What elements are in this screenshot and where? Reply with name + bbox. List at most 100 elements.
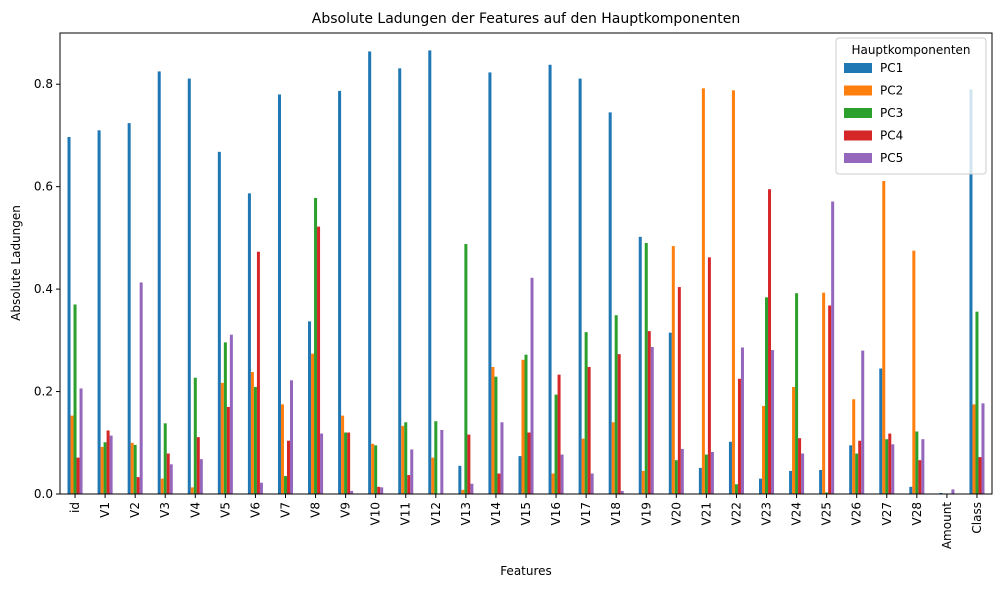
bar-pc3-v21 — [704, 454, 708, 494]
bar-pc3-v27 — [885, 439, 889, 494]
x-tick-label: id — [68, 502, 82, 513]
bar-pc5-v21 — [710, 452, 714, 494]
bar-pc2-v8 — [311, 353, 315, 494]
bar-pc3-v22 — [734, 484, 738, 494]
bar-pc4-v9 — [347, 432, 351, 494]
bar-pc2-v2 — [130, 442, 134, 494]
bar-pc2-v17 — [581, 438, 585, 494]
bar-pc4-v15 — [527, 432, 531, 494]
bar-pc2-class — [972, 404, 976, 494]
bar-pc4-v25 — [828, 305, 832, 494]
bar-pc2-v7 — [280, 404, 284, 494]
bar-pc4-v13 — [467, 434, 471, 494]
bar-pc5-v17 — [590, 473, 594, 494]
bar-pc2-id — [70, 415, 74, 494]
bar-pc2-v26 — [852, 399, 856, 494]
bar-pc2-v18 — [611, 422, 615, 494]
x-tick-label: V11 — [399, 502, 413, 525]
y-tick-label: 0.0 — [34, 487, 53, 501]
bar-pc4-v1 — [106, 430, 110, 494]
legend-label-pc2: PC2 — [880, 84, 903, 98]
bar-pc5-v26 — [861, 350, 865, 494]
bar-pc1-v25 — [819, 469, 823, 494]
x-tick-label: V19 — [639, 502, 653, 525]
bar-pc3-v17 — [584, 332, 588, 494]
bar-pc4-v14 — [497, 473, 501, 494]
legend-title: Hauptkomponenten — [851, 43, 970, 57]
bar-pc1-v12 — [428, 50, 432, 495]
bar-pc4-v22 — [737, 378, 741, 494]
bar-pc1-v1 — [97, 130, 101, 494]
bar-pc2-v23 — [762, 405, 766, 494]
x-tick-label: V7 — [278, 502, 292, 518]
bar-pc4-v28 — [918, 460, 922, 494]
legend-swatch-pc4 — [844, 130, 872, 141]
bar-pc5-v11 — [410, 449, 414, 494]
bar-pc5-v28 — [921, 439, 925, 494]
bar-pc1-amount — [939, 492, 943, 494]
bar-pc5-v9 — [350, 490, 354, 494]
bar-pc4-v7 — [286, 440, 290, 494]
x-tick-label: V5 — [218, 502, 232, 518]
x-tick-label: V26 — [850, 502, 864, 525]
bar-pc4-v24 — [798, 438, 802, 494]
x-tick-label: V21 — [699, 502, 713, 525]
bar-pc5-v8 — [320, 433, 324, 494]
bar-pc1-v14 — [488, 72, 492, 494]
legend-label-pc1: PC1 — [880, 61, 903, 75]
y-axis-label: Absolute Ladungen — [9, 205, 23, 321]
bar-pc3-v4 — [193, 377, 197, 494]
bar-pc5-v5 — [229, 334, 233, 494]
bar-pc5-v22 — [740, 347, 744, 494]
bar-pc2-v16 — [551, 473, 555, 494]
bar-pc5-v25 — [831, 201, 835, 494]
bar-pc1-v3 — [157, 71, 161, 495]
bar-pc4-v19 — [647, 331, 651, 494]
bar-pc4-v20 — [677, 287, 681, 494]
x-tick-label: V10 — [369, 502, 383, 525]
bar-pc1-v19 — [638, 236, 642, 495]
bar-pc4-id — [76, 457, 80, 494]
bar-pc2-v28 — [912, 250, 916, 494]
bar-pc1-v10 — [368, 51, 372, 494]
bar-pc1-v15 — [518, 456, 522, 494]
bar-pc4-v6 — [256, 251, 260, 494]
bar-pc5-v3 — [169, 464, 173, 494]
legend-swatch-pc5 — [844, 153, 872, 163]
bar-pc3-id — [73, 304, 77, 494]
bar-pc1-v9 — [338, 90, 342, 494]
bar-pc5-v12 — [440, 429, 444, 494]
bar-pc5-v7 — [289, 380, 293, 494]
bar-pc4-v3 — [166, 453, 170, 494]
bar-pc1-v2 — [127, 123, 131, 495]
bar-pc4-v18 — [617, 354, 621, 494]
bar-pc2-v20 — [671, 246, 675, 494]
bar-pc4-v10 — [377, 486, 381, 494]
bar-pc3-v8 — [314, 197, 318, 494]
bar-pc1-v26 — [849, 445, 853, 494]
bar-pc4-v23 — [768, 189, 772, 495]
bar-pc3-v3 — [163, 423, 167, 494]
chart-title: Absolute Ladungen der Features auf den H… — [312, 11, 740, 27]
bar-pc2-v10 — [371, 443, 375, 494]
bar-pc1-v27 — [879, 368, 883, 494]
bar-pc2-v19 — [641, 470, 645, 494]
bar-pc3-v9 — [344, 432, 348, 494]
x-tick-label: V25 — [820, 502, 834, 525]
bar-pc3-v19 — [644, 243, 648, 494]
bar-pc1-v24 — [789, 470, 793, 494]
bar-pc1-v22 — [728, 441, 732, 494]
legend-swatch-pc1 — [844, 63, 872, 73]
bar-pc1-v20 — [668, 332, 672, 494]
bar-pc2-v12 — [431, 457, 435, 494]
legend-swatch-pc2 — [844, 85, 872, 96]
bar-pc5-v20 — [680, 448, 684, 494]
x-tick-label: V20 — [669, 502, 683, 525]
x-tick-label: V14 — [489, 502, 503, 525]
bar-pc3-v18 — [614, 315, 618, 494]
bar-pc3-v13 — [464, 244, 468, 494]
legend-label-pc3: PC3 — [880, 106, 903, 120]
x-tick-label: V8 — [309, 502, 323, 518]
legend-label-pc5: PC5 — [880, 151, 903, 165]
